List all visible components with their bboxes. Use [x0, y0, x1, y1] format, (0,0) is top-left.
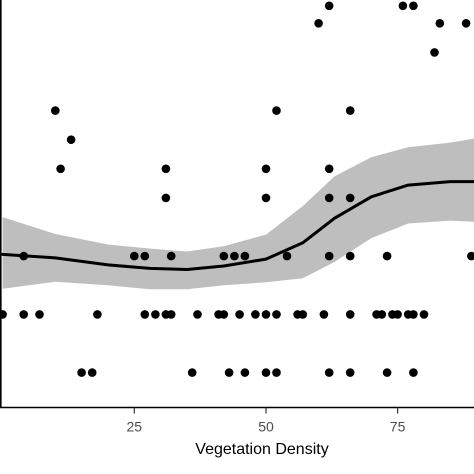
x-tick-label: 50: [258, 419, 274, 435]
data-point: [219, 251, 229, 261]
data-point: [19, 310, 29, 319]
data-point: [272, 106, 281, 115]
data-point: [19, 251, 29, 261]
x-axis-title: Vegetation Density: [195, 441, 328, 458]
data-point: [130, 251, 139, 261]
data-point: [461, 19, 471, 28]
data-point: [430, 48, 439, 57]
data-point: [272, 310, 281, 319]
data-point: [382, 251, 392, 261]
data-point: [324, 368, 334, 377]
smooth-line: [1, 180, 474, 271]
data-point: [66, 135, 76, 144]
data-point: [345, 368, 355, 377]
data-point: [51, 106, 60, 115]
data-point: [345, 106, 355, 115]
data-point: [324, 193, 334, 203]
axes: [0, 0, 474, 409]
data-point: [219, 310, 229, 319]
data-point: [298, 310, 308, 319]
data-point: [93, 310, 102, 319]
data-point: [409, 368, 418, 377]
data-point: [261, 310, 271, 319]
data-point: [240, 251, 250, 261]
data-point: [282, 251, 292, 261]
data-point: [161, 164, 171, 174]
data-point: [324, 164, 334, 174]
data-point: [467, 251, 474, 261]
data-point: [140, 251, 150, 261]
data-point: [187, 368, 197, 377]
data-point: [314, 19, 323, 28]
data-point: [419, 310, 429, 319]
data-point: [87, 368, 97, 377]
data-point: [0, 310, 7, 319]
data-point: [382, 368, 392, 377]
data-point: [56, 164, 65, 174]
data-point: [235, 310, 244, 319]
x-tick-label: 25: [127, 419, 143, 435]
data-point: [345, 251, 355, 261]
data-point: [224, 368, 234, 377]
plot-area: [0, 1, 474, 377]
x-ticks: 25 50 75: [127, 407, 406, 435]
data-point: [435, 19, 445, 28]
data-point: [345, 193, 355, 203]
data-point: [324, 251, 334, 261]
x-tick-label: 75: [390, 419, 406, 435]
data-point: [409, 1, 418, 11]
data-point: [261, 164, 271, 174]
data-point: [166, 310, 176, 319]
data-point: [272, 368, 281, 377]
data-point: [193, 310, 202, 319]
data-point: [35, 310, 44, 319]
confidence-band: [2, 138, 474, 290]
data-point: [151, 310, 160, 319]
data-point: [161, 193, 171, 203]
data-point: [345, 310, 355, 319]
data-point: [251, 310, 260, 319]
data-point: [261, 368, 271, 377]
data-point: [230, 251, 239, 261]
data-point: [377, 310, 387, 319]
data-point: [409, 310, 418, 319]
data-point: [166, 251, 176, 261]
data-point: [319, 310, 329, 319]
data-point: [77, 368, 86, 377]
data-point: [261, 193, 271, 203]
data-point: [240, 368, 250, 377]
data-point: [398, 1, 408, 11]
data-point: [140, 310, 150, 319]
data-point: [393, 310, 402, 319]
data-point: [324, 1, 334, 11]
